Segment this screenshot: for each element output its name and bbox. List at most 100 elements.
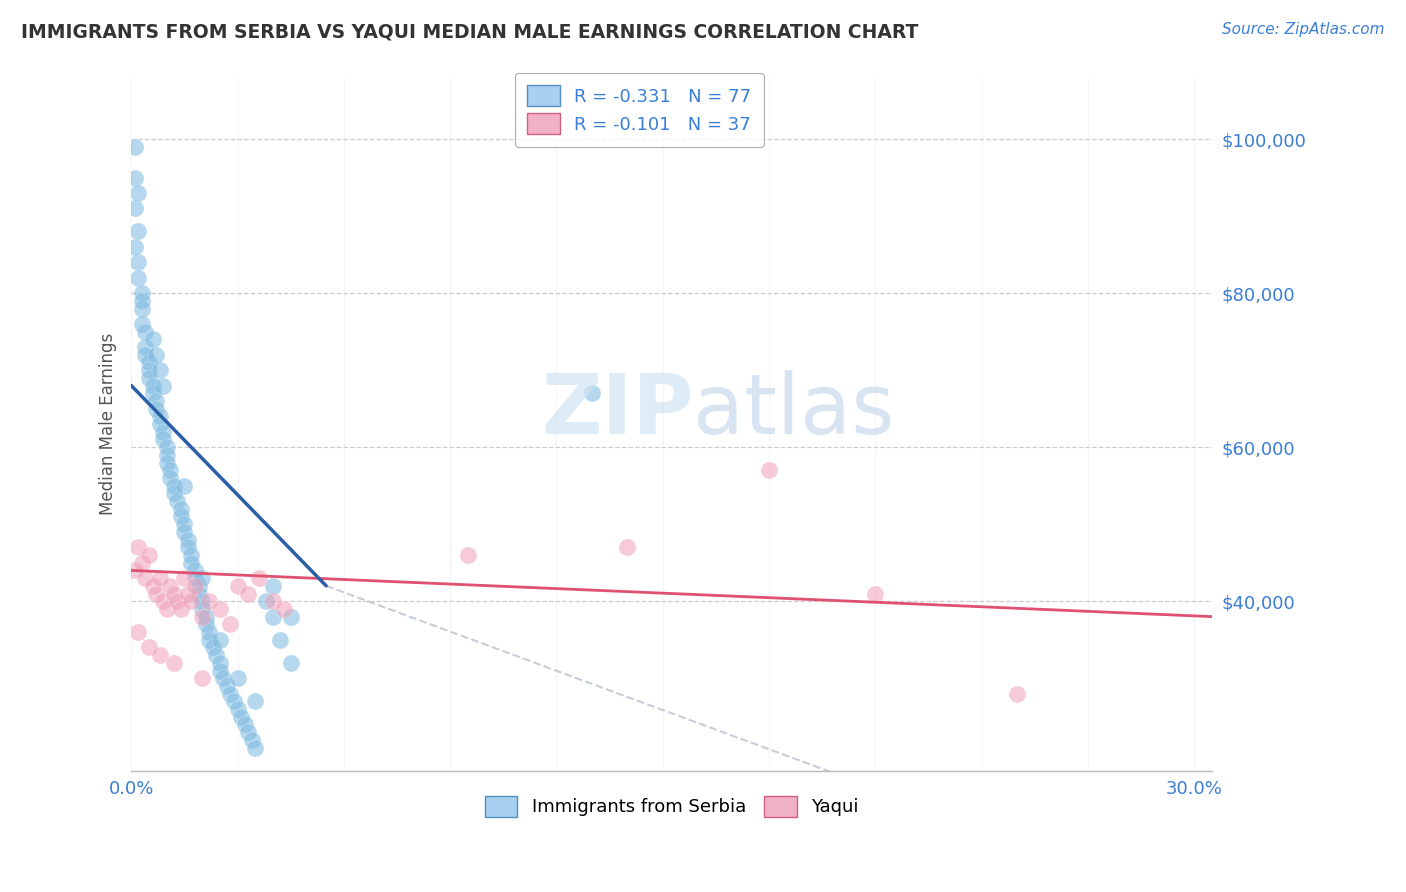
Point [152,433,174,447]
Point [124,202,146,216]
Point [191,594,214,608]
Point [457,548,479,562]
Point [238,725,260,739]
Point [141,386,163,401]
Point [177,541,200,555]
Point [208,632,231,647]
Point [138,355,160,369]
Point [184,571,207,585]
Text: Source: ZipAtlas.com: Source: ZipAtlas.com [1222,22,1385,37]
Text: atlas: atlas [693,369,896,450]
Point [184,579,207,593]
Point [194,617,217,632]
Point [141,378,163,392]
Point [156,602,179,616]
Point [222,694,245,708]
Point [156,440,179,454]
Point [215,679,238,693]
Point [145,394,167,409]
Point [170,602,193,616]
Point [254,594,277,608]
Point [159,579,181,593]
Point [127,270,149,285]
Point [156,456,179,470]
Point [616,541,638,555]
Point [280,656,302,670]
Point [131,293,153,308]
Point [180,594,202,608]
Point [194,609,217,624]
Point [177,533,200,547]
Point [173,524,195,539]
Point [131,286,153,301]
Point [134,571,156,585]
Point [262,594,284,608]
Point [159,463,181,477]
Point [219,617,242,632]
Point [208,664,231,678]
Point [198,594,221,608]
Point [238,586,260,600]
Point [191,671,214,685]
Point [262,609,284,624]
Point [269,632,291,647]
Point [127,186,149,200]
Point [226,579,249,593]
Point [149,417,172,431]
Point [262,579,284,593]
Point [163,586,186,600]
Point [124,240,146,254]
Point [134,348,156,362]
Point [159,471,181,485]
Point [156,448,179,462]
Point [149,571,172,585]
Point [245,740,267,755]
Point [131,301,153,316]
Point [198,632,221,647]
Point [177,586,200,600]
Point [127,255,149,269]
Point [152,425,174,439]
Point [145,348,167,362]
Point [145,401,167,416]
Point [219,687,242,701]
Point [180,548,202,562]
Point [141,579,163,593]
Text: IMMIGRANTS FROM SERBIA VS YAQUI MEDIAN MALE EARNINGS CORRELATION CHART: IMMIGRANTS FROM SERBIA VS YAQUI MEDIAN M… [21,22,918,41]
Point [138,640,160,655]
Point [127,541,149,555]
Point [208,602,231,616]
Point [124,170,146,185]
Point [163,486,186,500]
Point [198,625,221,640]
Point [134,340,156,354]
Point [131,556,153,570]
Point [170,501,193,516]
Point [191,571,214,585]
Point [280,609,302,624]
Point [208,656,231,670]
Point [173,478,195,492]
Point [187,579,209,593]
Point [184,563,207,577]
Point [173,517,195,532]
Point [245,694,267,708]
Point [134,325,156,339]
Point [149,363,172,377]
Point [173,571,195,585]
Point [205,648,228,662]
Point [1005,687,1028,701]
Point [152,378,174,392]
Point [166,594,188,608]
Point [127,225,149,239]
Point [240,732,263,747]
Point [138,371,160,385]
Point [581,386,603,401]
Point [149,409,172,424]
Point [226,702,249,716]
Point [163,478,186,492]
Point [149,648,172,662]
Point [180,556,202,570]
Y-axis label: Median Male Earnings: Median Male Earnings [100,333,117,516]
Point [131,317,153,331]
